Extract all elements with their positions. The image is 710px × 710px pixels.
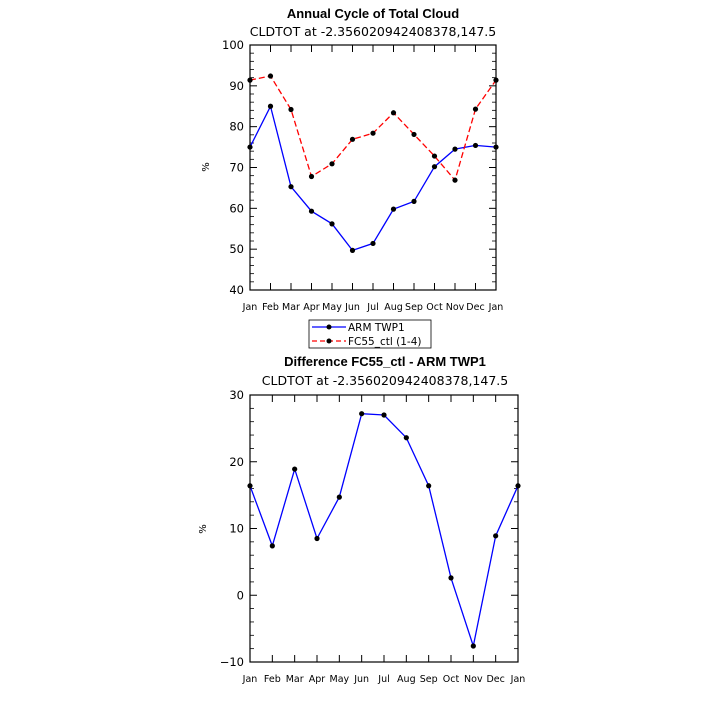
x-tick-label: Oct (426, 302, 443, 313)
x-tick-label: Mar (286, 674, 304, 685)
data-point (269, 543, 275, 549)
y-tick-label: 0 (237, 588, 244, 602)
data-point (452, 146, 458, 152)
y-axis-label: % (198, 524, 209, 534)
x-tick-label: Aug (397, 674, 416, 685)
data-point (381, 412, 387, 418)
data-point (370, 130, 376, 136)
y-tick-label: 60 (229, 201, 244, 215)
x-tick-label: Jun (344, 302, 360, 313)
data-point (472, 142, 479, 149)
y-tick-label: −10 (220, 655, 244, 669)
chart-title: Annual Cycle of Total Cloud (287, 6, 459, 21)
x-tick-label: Jul (366, 302, 378, 313)
y-tick-label: 100 (222, 38, 244, 52)
x-tick-label: Jul (377, 674, 389, 685)
x-tick-label: Aug (384, 302, 403, 313)
x-tick-label: Jun (353, 674, 369, 685)
data-point (349, 136, 356, 142)
y-tick-label: 50 (229, 242, 244, 256)
x-tick-label: Sep (405, 302, 423, 313)
x-tick-label: Jan (510, 674, 526, 685)
legend-marker-arm (326, 324, 332, 330)
x-tick-label: Apr (309, 674, 326, 685)
series-line (249, 413, 519, 649)
chart-title: Difference FC55_ctl - ARM TWP1 (284, 354, 486, 369)
data-point (448, 575, 454, 581)
data-point (267, 73, 274, 79)
data-point (329, 221, 335, 227)
data-point (314, 535, 320, 542)
y-tick-label: 20 (229, 455, 244, 469)
x-tick-label: May (322, 302, 342, 313)
data-point (370, 240, 376, 247)
series-line (249, 104, 497, 252)
x-tick-label: Dec (466, 302, 484, 313)
x-tick-label: May (330, 674, 350, 685)
data-point (349, 247, 356, 253)
data-point (426, 483, 432, 489)
plot-frame (249, 394, 519, 663)
x-tick-label: Nov (464, 674, 483, 685)
legend-label-arm: ARM TWP1 (348, 322, 405, 334)
legend-label-fc55: FC55_ctl (1-4) (348, 336, 421, 348)
data-point (292, 466, 298, 472)
x-tick-labels: Jan Feb Mar Apr May Jun Jul Aug Sep Oct Nov Dec Jan (242, 302, 504, 313)
legend-marker-fc55 (326, 338, 332, 344)
y-tick-label: 40 (229, 283, 244, 297)
y-tick-label: 70 (229, 161, 244, 175)
y-tick-label: 90 (229, 79, 244, 93)
data-point (431, 164, 438, 170)
y-tick-label: 10 (229, 522, 244, 536)
data-point (470, 643, 476, 649)
y-tick-labels: 40 50 60 70 80 90 100 (222, 38, 244, 297)
x-tick-label: Nov (446, 302, 465, 313)
data-point (308, 173, 315, 180)
data-point (288, 106, 294, 113)
x-tick-label: Jan (488, 302, 504, 313)
data-point (411, 198, 417, 204)
y-tick-label: 30 (229, 388, 244, 402)
data-series (247, 411, 521, 649)
annual-cycle-chart: Annual Cycle of Total Cloud CLDTOT at -2… (201, 6, 504, 349)
legend: ARM TWP1 FC55_ctl (1-4) (308, 319, 432, 349)
x-tick-label: Feb (262, 302, 279, 313)
data-point (336, 494, 342, 500)
difference-chart: Difference FC55_ctl - ARM TWP1 CLDTOT at… (198, 354, 525, 685)
chart-subtitle: CLDTOT at -2.356020942408378,147.5 (250, 24, 496, 39)
data-point (452, 177, 458, 183)
x-tick-label: Oct (443, 674, 460, 685)
chart-subtitle: CLDTOT at -2.356020942408378,147.5 (262, 373, 508, 388)
data-point (267, 103, 274, 109)
data-point (390, 206, 397, 212)
y-tick-label: 80 (229, 120, 244, 134)
data-point (308, 208, 315, 214)
data-point (472, 106, 479, 112)
plot-frame (249, 44, 497, 291)
data-point (288, 184, 294, 190)
x-tick-labels: Jan Feb Mar Apr May Jun Jul Aug Sep Oct Nov Dec Jan (242, 674, 526, 685)
x-tick-label: Sep (420, 674, 438, 685)
axis-ticks (249, 44, 497, 291)
x-tick-label: Mar (282, 302, 300, 313)
y-axis-label: % (201, 162, 212, 172)
x-tick-label: Dec (486, 674, 504, 685)
data-series (247, 73, 499, 253)
series-line (249, 75, 497, 182)
data-point (493, 533, 499, 539)
data-point (403, 435, 409, 441)
x-tick-label: Apr (303, 302, 320, 313)
data-point (329, 161, 335, 167)
data-point (390, 110, 397, 116)
data-point (411, 131, 417, 138)
data-point (359, 411, 365, 417)
x-tick-label: Feb (264, 674, 281, 685)
x-tick-label: Jan (242, 674, 258, 685)
x-tick-label: Jan (242, 302, 258, 313)
data-point (431, 153, 438, 159)
y-tick-labels: −10 0 10 20 30 (220, 388, 244, 669)
